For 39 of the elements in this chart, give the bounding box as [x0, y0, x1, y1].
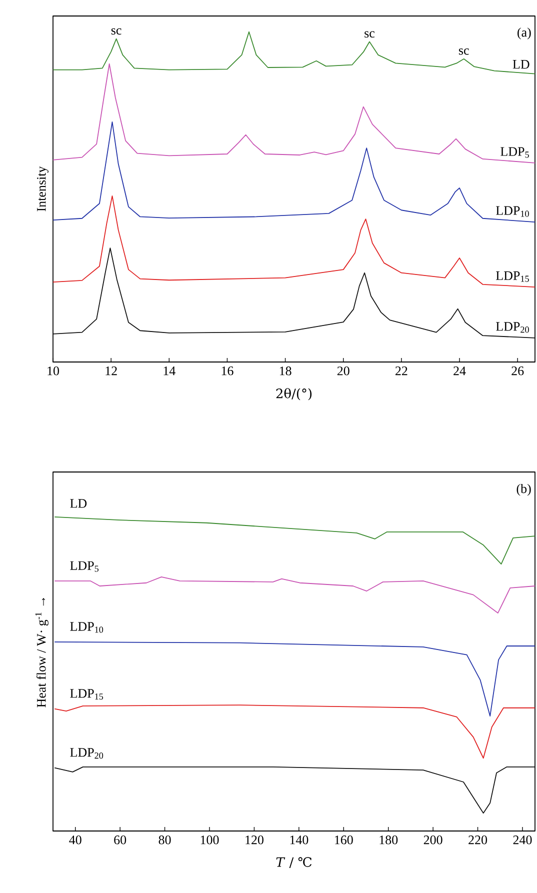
x-tick-label: 100 [201, 836, 219, 844]
text: (b) [517, 484, 532, 496]
x-tick-label: 160 [335, 836, 354, 844]
series-label: LDP$_{10}$ [496, 206, 530, 217]
x-tick-label: 26 [512, 366, 524, 376]
annotation: sc [364, 31, 375, 38]
x-tick-label: 14 [164, 366, 176, 376]
y-axis-title: Intensity [37, 166, 49, 212]
x-tick-label: 40 [69, 836, 82, 844]
x-tick-label: 24 [454, 366, 466, 376]
annotation: (a) [518, 28, 532, 40]
x-tick-label: 10 [48, 366, 60, 376]
series-label: LD [70, 499, 87, 508]
series-label: LDP$_{20}$ [70, 748, 104, 759]
x-tick-label: 80 [158, 836, 171, 844]
series-label: LDP$_{10}$ [70, 622, 104, 633]
x-tick-label: 60 [114, 836, 126, 844]
series-label: LDP$_{5}$ [500, 147, 530, 158]
x-tick-label: 16 [222, 366, 234, 376]
x-tick-label: 200 [424, 836, 443, 844]
x-tick-label: 20 [338, 366, 350, 376]
x-tick-label: 240 [514, 836, 532, 844]
series-label: LDP$_{20}$ [496, 322, 530, 333]
x-tick-label: 220 [468, 836, 488, 844]
y-axis-title: Heat flow / W· g$^{-1}$ → [36, 598, 49, 708]
series-label: LDP$_{15}$ [496, 271, 530, 282]
annotation: sc [459, 48, 470, 55]
x-axis-title: 2θ/(°) [276, 388, 312, 400]
x-tick-label: 18 [280, 366, 292, 376]
x-tick-label: 140 [290, 836, 308, 844]
series-label: LDP$_{15}$ [70, 689, 104, 700]
x-axis-title: T / ℃ [276, 857, 312, 868]
series-label: LDP$_{5}$ [70, 561, 99, 572]
x-tick-label: 120 [246, 836, 264, 844]
annotation: sc [112, 28, 122, 35]
x-tick-label: 180 [380, 836, 398, 844]
x-tick-label: 22 [396, 366, 408, 376]
series-label: LD [513, 60, 530, 69]
x-tick-label: 12 [106, 366, 118, 376]
